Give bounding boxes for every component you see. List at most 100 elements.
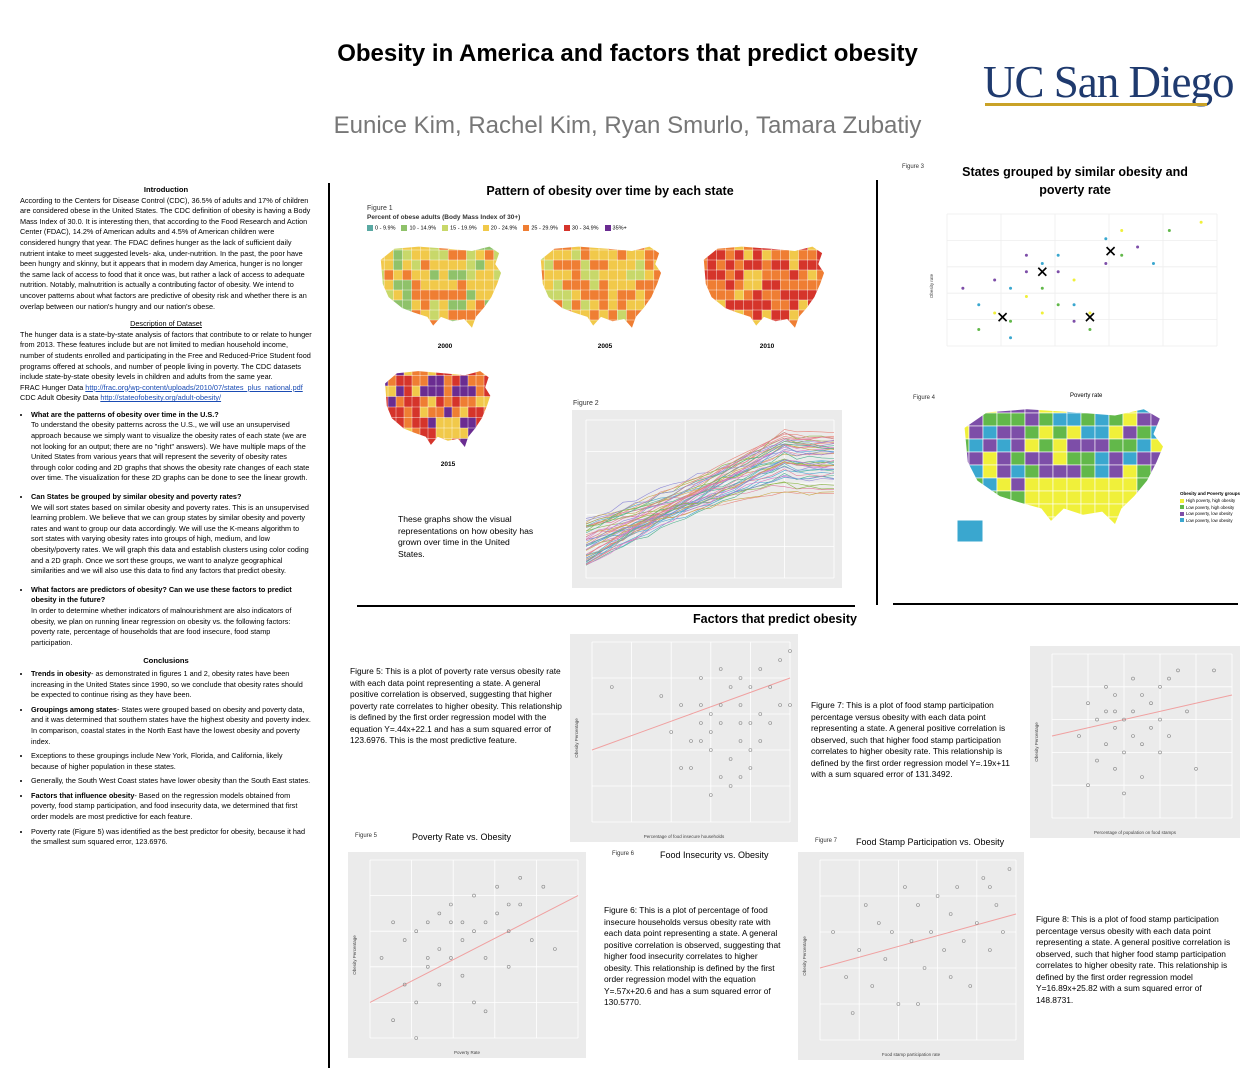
state-cell: [725, 289, 736, 301]
state-cell: [752, 319, 763, 328]
data-point: [506, 929, 511, 933]
conclusion-3: Exceptions to these groupings include Ne…: [31, 751, 312, 772]
state-cell: [459, 371, 469, 377]
state-cell: [457, 269, 468, 281]
state-cell: [380, 249, 385, 261]
map-2005: [540, 246, 662, 328]
state-cell: [626, 246, 637, 251]
state-cell: [1052, 438, 1068, 453]
state-cell: [743, 289, 754, 301]
data-point: [449, 956, 453, 960]
state-cell: [387, 417, 397, 429]
state-cell: [725, 309, 736, 321]
state-cell: [466, 249, 477, 261]
fig8-caption: Figure 8: This is a plot of food stamp p…: [1036, 914, 1231, 1005]
state-cell: [380, 289, 385, 301]
state-cell: [780, 289, 791, 301]
state-cell: [387, 371, 397, 377]
state-cell: [703, 246, 708, 251]
state-cell: [1136, 490, 1152, 505]
fig2-caption: These graphs show the visual representat…: [398, 514, 534, 559]
state-cell: [752, 269, 763, 281]
state-cell: [429, 299, 440, 311]
state-cell: [475, 319, 486, 328]
state-cell: [1122, 409, 1138, 414]
centroid-marker: [998, 312, 1008, 322]
conclusion-5-bold: Factors that influence obesity: [31, 790, 135, 800]
state-cell: [435, 375, 445, 387]
year-2000: 2000: [437, 343, 453, 350]
state-cell: [1010, 425, 1026, 440]
state-cell: [716, 279, 727, 291]
state-cell: [807, 259, 818, 271]
state-cell: [438, 279, 449, 291]
state-cell: [598, 259, 609, 271]
state-cell: [626, 289, 637, 301]
state-cell: [653, 259, 662, 271]
state-trend-line: [585, 432, 835, 541]
state-cell: [571, 299, 582, 311]
state-cell: [770, 289, 781, 301]
state-cell: [484, 259, 495, 271]
state-cell: [982, 490, 998, 505]
state-cell: [1094, 409, 1110, 414]
data-point: [977, 328, 981, 331]
state-cell: [553, 259, 564, 271]
data-point: [988, 948, 992, 952]
conclusion-2: Groupings among states- States were grou…: [31, 705, 312, 747]
state-cell: [420, 246, 431, 251]
data-point: [1056, 253, 1060, 257]
state-cell: [438, 249, 449, 261]
state-cell: [540, 249, 545, 261]
state-cell: [789, 279, 800, 291]
state-cell: [964, 412, 970, 427]
fig5-label: Figure 5: [355, 833, 378, 839]
state-cell: [703, 299, 708, 311]
state-cell: [964, 503, 970, 518]
state-cell: [816, 246, 825, 251]
state-cell: [1038, 490, 1054, 505]
state-cell: [770, 259, 781, 271]
state-cell: [1136, 477, 1152, 492]
state-cell: [780, 309, 791, 321]
state-cell: [653, 319, 662, 328]
state-cell: [466, 279, 477, 291]
data-point: [449, 902, 453, 907]
state-cell: [982, 464, 998, 479]
state-cell: [411, 385, 421, 398]
state-cell: [644, 269, 655, 281]
map-2000: [380, 246, 502, 328]
state-cell: [1108, 490, 1124, 505]
state-cell: [1094, 503, 1110, 518]
state-cell: [562, 309, 573, 321]
state-cell: [996, 490, 1012, 505]
state-cell: [403, 385, 413, 398]
state-cell: [1066, 477, 1082, 492]
state-cell: [1108, 464, 1124, 479]
state-cell: [402, 259, 413, 271]
cdc-link[interactable]: http://stateofobesity.org/adult-obesity/: [100, 393, 222, 403]
fig3-kmeans-chart: Obesity rate: [925, 206, 1225, 366]
data-point: [1158, 717, 1162, 722]
state-cell: [725, 259, 736, 271]
fig4-label: Figure 4: [913, 395, 936, 401]
data-point: [916, 1002, 920, 1006]
state-cell: [1136, 451, 1152, 466]
state-cell: [964, 490, 970, 505]
data-point: [391, 1018, 395, 1022]
state-cell: [457, 246, 468, 251]
state-cell: [761, 269, 772, 281]
state-cell: [429, 269, 440, 281]
state-cell: [429, 279, 440, 291]
state-cell: [447, 269, 458, 281]
state-cell: [982, 412, 998, 427]
state-cell: [743, 299, 754, 311]
data-point: [1131, 709, 1135, 714]
data-point: [748, 748, 753, 752]
state-cell: [789, 289, 800, 301]
data-point: [1104, 237, 1108, 241]
legend-swatch: [442, 225, 449, 231]
frac-link[interactable]: http://frac.org/wp-content/uploads/2010/…: [85, 382, 303, 392]
state-cell: [770, 249, 781, 261]
state-cell: [1108, 438, 1124, 453]
